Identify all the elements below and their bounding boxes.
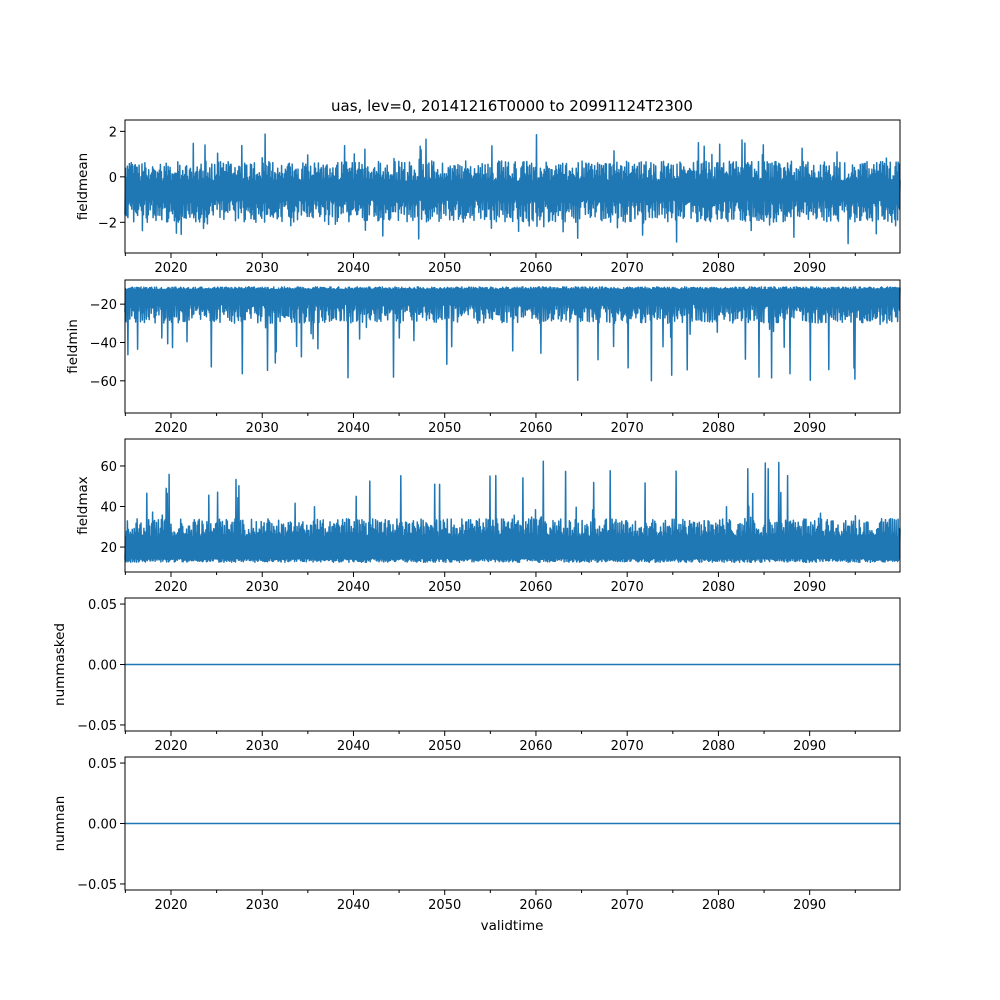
y-tick-label: −0.05 bbox=[77, 878, 117, 893]
y-tick-label: 0.00 bbox=[88, 659, 117, 674]
x-tick-label: 2050 bbox=[428, 580, 461, 595]
x-tick-label: 2070 bbox=[611, 261, 644, 276]
x-tick-label: 2030 bbox=[246, 261, 279, 276]
x-tick-label: 2070 bbox=[611, 739, 644, 754]
y-axis-label: nummasked bbox=[52, 623, 68, 706]
y-tick-label: 0.00 bbox=[88, 818, 117, 833]
y-tick-label: −0.05 bbox=[77, 719, 117, 734]
x-tick-label: 2030 bbox=[246, 739, 279, 754]
x-tick-label: 2090 bbox=[793, 421, 826, 436]
x-tick-label: 2020 bbox=[154, 580, 187, 595]
x-tick-label: 2080 bbox=[702, 261, 735, 276]
x-tick-label: 2070 bbox=[611, 580, 644, 595]
x-tick-label: 2040 bbox=[337, 580, 370, 595]
x-tick-label: 2080 bbox=[702, 739, 735, 754]
x-tick-label: 2080 bbox=[702, 421, 735, 436]
x-tick-label: 2050 bbox=[428, 898, 461, 913]
x-tick-label: 2050 bbox=[428, 739, 461, 754]
x-tick-label: 2040 bbox=[337, 898, 370, 913]
y-tick-label: 0 bbox=[109, 171, 117, 186]
axes-frame bbox=[124, 279, 901, 414]
x-tick-label: 2020 bbox=[154, 739, 187, 754]
x-tick-label: 2030 bbox=[246, 421, 279, 436]
y-tick-label: 2 bbox=[109, 125, 117, 140]
x-tick-label: 2020 bbox=[154, 261, 187, 276]
y-tick-label: 60 bbox=[100, 460, 117, 475]
x-tick-label: 2060 bbox=[519, 261, 552, 276]
x-tick-label: 2080 bbox=[702, 580, 735, 595]
y-axis-label: fieldmax bbox=[75, 476, 91, 535]
x-tick-label: 2060 bbox=[519, 421, 552, 436]
x-tick-label: 2090 bbox=[793, 898, 826, 913]
x-tick-label: 2060 bbox=[519, 898, 552, 913]
x-tick-label: 2070 bbox=[611, 421, 644, 436]
y-tick-label: 0.05 bbox=[88, 757, 117, 772]
x-tick-label: 2020 bbox=[154, 421, 187, 436]
chart-title: uas, lev=0, 20141216T0000 to 20991124T23… bbox=[331, 97, 693, 115]
x-tick-label: 2090 bbox=[793, 580, 826, 595]
y-axis-label: numnan bbox=[52, 796, 68, 852]
x-tick-label: 2090 bbox=[793, 261, 826, 276]
subplot-numnan: 2020 2030 2040 2050 2060 2070 2080 2090 −0.05 0.0… bbox=[52, 756, 901, 913]
y-tick-label: −60 bbox=[90, 375, 117, 390]
y-tick-label: 40 bbox=[100, 501, 117, 516]
x-tick-label: 2060 bbox=[519, 739, 552, 754]
y-tick-label: 20 bbox=[100, 541, 117, 556]
x-axis-label: validtime bbox=[481, 918, 544, 934]
y-axis-label: fieldmean bbox=[75, 153, 91, 220]
series-line-fieldmean bbox=[124, 133, 901, 245]
x-tick-label: 2020 bbox=[154, 898, 187, 913]
series-line-fieldmax bbox=[124, 460, 901, 564]
y-tick-label: 0.05 bbox=[88, 598, 117, 613]
x-tick-label: 2050 bbox=[428, 261, 461, 276]
subplot-fieldmin: 2020 2030 2040 2050 2060 2070 2080 2090 −60 −40 −2… bbox=[65, 279, 901, 436]
x-tick-label: 2040 bbox=[337, 421, 370, 436]
x-tick-label: 2050 bbox=[428, 421, 461, 436]
y-axis-label: fieldmin bbox=[65, 319, 81, 374]
subplot-fieldmean: 2020 2030 2040 2050 2060 2070 2080 2090 −2 0 2 fiel… bbox=[75, 119, 901, 276]
x-tick-label: 2080 bbox=[702, 898, 735, 913]
x-tick-label: 2040 bbox=[337, 261, 370, 276]
x-tick-label: 2030 bbox=[246, 898, 279, 913]
y-tick-label: −40 bbox=[90, 336, 117, 351]
x-tick-label: 2060 bbox=[519, 580, 552, 595]
y-tick-label: −2 bbox=[98, 216, 117, 231]
axes-frame bbox=[124, 119, 901, 254]
series-line-fieldmin bbox=[124, 286, 901, 382]
subplot-nummasked: 2020 2030 2040 2050 2060 2070 2080 2090 −0.05 0.0… bbox=[52, 597, 901, 754]
x-tick-label: 2030 bbox=[246, 580, 279, 595]
y-tick-label: −20 bbox=[90, 298, 117, 313]
x-tick-label: 2090 bbox=[793, 739, 826, 754]
axes-frame bbox=[124, 438, 901, 573]
subplot-fieldmax: 2020 2030 2040 2050 2060 2070 2080 2090204060fi… bbox=[75, 438, 901, 595]
x-tick-label: 2040 bbox=[337, 739, 370, 754]
x-tick-label: 2070 bbox=[611, 898, 644, 913]
